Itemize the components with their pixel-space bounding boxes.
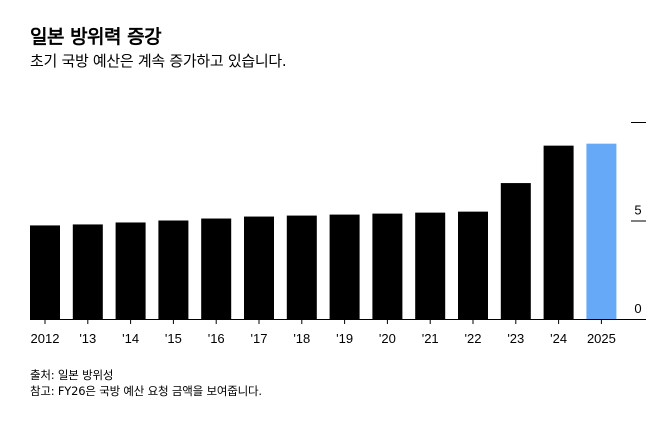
bar-8 (372, 213, 403, 319)
chart-title: 일본 방위력 증강 (30, 26, 162, 48)
x-tick-label: '13 (79, 331, 96, 346)
x-tick-label: '17 (251, 331, 268, 346)
x-tick-label: '18 (293, 331, 310, 346)
bar-0 (30, 225, 60, 319)
bar-3 (158, 220, 189, 319)
chart-subtitle: 초기 국방 예산은 계속 증가하고 있습니다. (30, 52, 287, 70)
bar-10 (458, 211, 488, 319)
bar-12 (543, 145, 574, 319)
x-tick-label: '14 (122, 331, 139, 346)
bar-2 (115, 222, 146, 319)
bar-4 (201, 218, 232, 319)
y-tick-label: 0 (634, 301, 641, 316)
bar-9 (415, 212, 446, 319)
footnote: 참고: FY26은 국방 예산 요청 금액을 보여줍니다. (30, 384, 262, 398)
bar-11 (500, 183, 531, 319)
x-tick-label: 2025 (587, 331, 616, 346)
x-tick-label: '22 (465, 331, 482, 346)
x-tick-label: '23 (507, 331, 524, 346)
x-tick-label: '21 (422, 331, 439, 346)
bar-5 (244, 216, 274, 319)
bar-1 (72, 224, 103, 319)
y-tick-label: 5 (634, 203, 641, 218)
x-tick-label: 2012 (31, 331, 60, 346)
x-tick-label: '19 (336, 331, 353, 346)
bar-6 (286, 215, 317, 319)
x-tick-label: '24 (550, 331, 567, 346)
x-tick-label: '16 (208, 331, 225, 346)
bar-13 (586, 143, 617, 319)
source-note: 출처: 일본 방위성 (30, 368, 114, 382)
x-tick-label: '15 (165, 331, 182, 346)
bar-7 (329, 214, 360, 319)
x-tick-label: '20 (379, 331, 396, 346)
